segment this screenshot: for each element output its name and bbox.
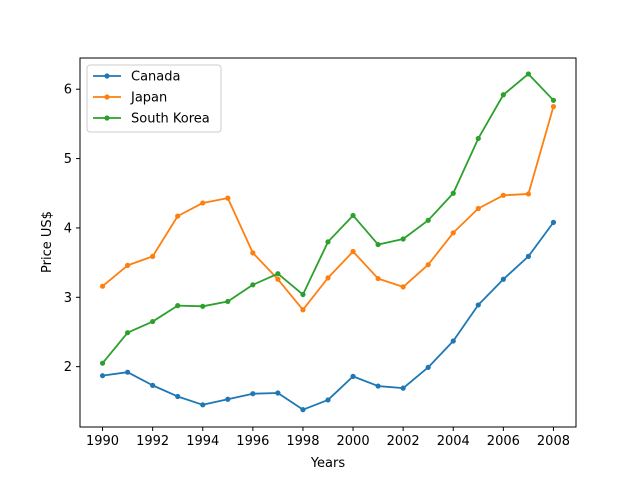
data-point-south-korea [175,303,181,309]
data-point-south-korea [350,212,356,219]
data-point-canada [350,373,356,379]
data-point-south-korea [475,135,481,142]
data-point-canada [400,385,406,391]
data-point-japan [550,103,557,110]
data-point-canada [500,276,506,282]
x-tick-label: 1994 [186,434,219,449]
data-point-japan [250,250,256,256]
data-point-canada [550,219,557,225]
legend: Canada Japan South Korea [86,64,222,133]
data-point-south-korea [99,360,106,366]
data-point-japan [350,248,356,255]
data-point-canada [225,396,231,402]
x-tick-label: 1996 [236,434,269,449]
data-point-canada [450,338,456,344]
data-point-south-korea [275,271,281,277]
data-point-japan [475,205,481,212]
data-point-south-korea [125,330,131,336]
legend-box [86,64,222,133]
legend-marker-south-korea [104,115,110,121]
data-point-canada [375,383,381,389]
data-point-south-korea [550,97,557,103]
data-point-japan [325,275,331,281]
x-tick-label: 2004 [437,434,470,449]
data-point-south-korea [150,318,156,325]
plot-area [99,71,557,413]
axes-frame [79,57,577,428]
data-point-south-korea [200,303,206,309]
data-point-canada [250,391,256,397]
data-point-south-korea [525,71,532,77]
data-point-japan [200,200,206,206]
data-point-south-korea [500,92,506,98]
data-point-canada [125,369,131,375]
data-point-japan [425,262,431,268]
data-point-canada [525,253,532,259]
data-point-japan [175,213,181,219]
data-point-japan [99,283,106,289]
axes: 1990 1992 1994 1996 1998 2000 2002 2004 2006 2008… [64,57,577,449]
x-tick-label: 1992 [136,434,169,449]
legend-marker-japan [104,94,110,100]
data-point-japan [275,276,281,282]
y-tick-label: 2 [64,360,72,375]
data-point-south-korea [250,282,256,288]
data-point-canada [300,407,306,413]
data-point-japan [225,195,231,201]
data-point-canada [200,402,206,408]
data-point-south-korea [400,236,406,242]
data-point-canada [475,302,481,308]
data-point-japan [450,230,456,236]
data-point-japan [300,307,306,313]
data-point-canada [175,393,181,400]
y-axis-label: Price US$ [40,211,55,273]
x-axis-label: Years [310,456,346,471]
x-tick-label: 2000 [337,434,370,449]
legend-label-south-korea: South Korea [131,112,210,127]
data-point-japan [500,192,506,198]
data-point-canada [325,397,331,403]
y-tick-label: 4 [64,221,72,236]
data-point-japan [375,275,381,282]
data-point-south-korea [375,241,381,248]
data-point-south-korea [450,190,456,196]
x-tick-label: 1998 [286,434,319,449]
legend-label-japan: Japan [130,91,167,106]
y-tick-label: 3 [64,291,72,306]
data-point-japan [125,262,131,268]
data-point-canada [99,373,106,379]
data-point-canada [425,364,431,370]
data-point-canada [275,390,281,396]
x-tick-label: 2008 [537,434,570,449]
data-point-japan [150,253,156,259]
data-point-japan [525,191,532,197]
legend-label-canada: Canada [131,70,180,85]
y-tick-label: 5 [64,152,72,167]
data-point-south-korea [225,298,231,305]
data-point-south-korea [325,239,331,245]
data-point-south-korea [425,217,431,223]
data-point-south-korea [300,291,306,298]
x-tick-label: 2002 [387,434,420,449]
data-point-canada [150,382,156,388]
data-point-japan [400,284,406,290]
y-tick-label: 6 [64,83,72,98]
legend-marker-canada [104,73,110,79]
x-tick-label: 2006 [487,434,520,449]
x-tick-label: 1990 [86,434,119,449]
